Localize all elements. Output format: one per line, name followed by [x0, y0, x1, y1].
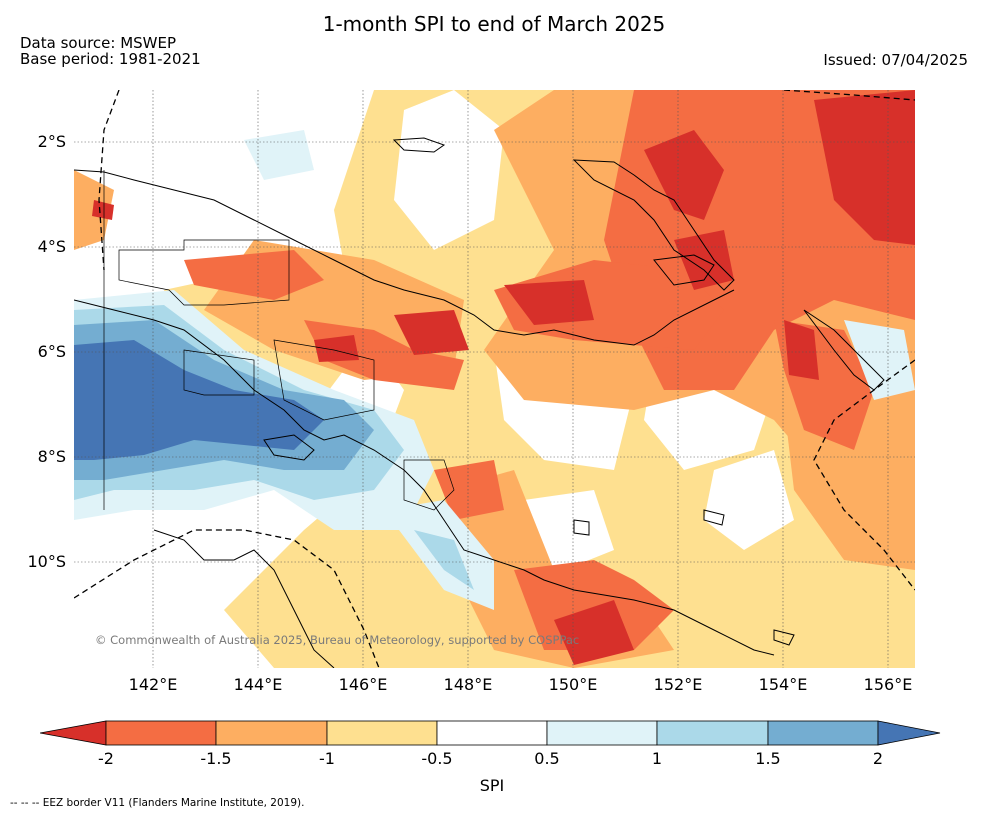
colorbar-extend-low — [39, 720, 107, 746]
copyright-notice: © Commonwealth of Australia 2025, Bureau… — [95, 633, 580, 647]
lon-label: 152°E — [653, 675, 703, 694]
colorbar-tick: 2 — [872, 749, 884, 768]
eez-borders — [74, 90, 915, 668]
colorbar-bin — [436, 720, 548, 746]
spi-exceptional-dry-fill — [92, 90, 915, 665]
base-period: Base period: 1981-2021 — [20, 50, 201, 68]
spi-map — [74, 90, 915, 668]
colorbar-bin — [767, 720, 879, 746]
colorbar-tick: 1.5 — [755, 749, 781, 768]
colorbar — [39, 718, 944, 752]
lat-label: 10°S — [27, 552, 66, 571]
lon-label: 144°E — [233, 675, 283, 694]
colorbar-bin — [326, 720, 438, 746]
spi-exceptional-wet-fill — [74, 340, 324, 460]
lat-label: 6°S — [37, 342, 66, 361]
colorbar-bin — [105, 720, 217, 746]
lon-label: 150°E — [548, 675, 598, 694]
colorbar-title: SPI — [479, 776, 505, 795]
graticule — [74, 90, 915, 668]
colorbar-tick: 0.5 — [534, 749, 560, 768]
lon-label: 142°E — [128, 675, 178, 694]
data-source: Data source: MSWEP — [20, 34, 177, 52]
lon-label: 148°E — [443, 675, 493, 694]
lon-label: 156°E — [863, 675, 913, 694]
colorbar-tick: -0.5 — [421, 749, 453, 768]
lon-label: 154°E — [758, 675, 808, 694]
colorbar-bin — [215, 720, 328, 746]
provincial-borders — [103, 170, 455, 511]
colorbar-extend-high — [877, 720, 941, 746]
lat-label: 8°S — [37, 447, 66, 466]
colorbar-tick: -2 — [98, 749, 114, 768]
coastlines — [74, 137, 885, 668]
map-title: 1-month SPI to end of March 2025 — [322, 12, 666, 36]
lat-label: 4°S — [37, 237, 66, 256]
colorbar-tick: -1 — [319, 749, 335, 768]
lat-label: 2°S — [37, 132, 66, 151]
colorbar-bin — [546, 720, 658, 746]
colorbar-svg — [39, 720, 941, 746]
colorbar-tick: -1.5 — [200, 749, 232, 768]
colorbar-tick: 1 — [651, 749, 663, 768]
colorbar-bin — [656, 720, 769, 746]
spi-map-svg — [74, 90, 915, 668]
eez-footnote: -- -- -- EEZ border V11 (Flanders Marine… — [10, 797, 305, 809]
lon-label: 146°E — [338, 675, 388, 694]
data-source-block: Data source: MSWEP Base period: 1981-202… — [20, 35, 201, 67]
issued-date: Issued: 07/04/2025 — [823, 51, 968, 69]
